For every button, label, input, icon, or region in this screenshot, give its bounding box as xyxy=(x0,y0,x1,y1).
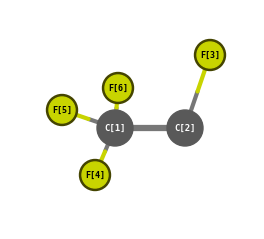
Circle shape xyxy=(49,97,75,123)
Circle shape xyxy=(79,159,111,190)
Circle shape xyxy=(105,75,131,101)
Text: C[1]: C[1] xyxy=(104,124,126,132)
Text: F[5]: F[5] xyxy=(52,105,72,114)
Circle shape xyxy=(197,42,223,68)
Text: C[2]: C[2] xyxy=(174,124,196,132)
Circle shape xyxy=(82,162,108,188)
Circle shape xyxy=(195,39,225,71)
Circle shape xyxy=(46,94,78,125)
Circle shape xyxy=(102,72,134,103)
Text: F[6]: F[6] xyxy=(108,83,128,92)
Circle shape xyxy=(97,110,133,146)
Circle shape xyxy=(167,110,203,146)
Text: F[3]: F[3] xyxy=(200,50,220,60)
Text: F[4]: F[4] xyxy=(85,170,105,179)
